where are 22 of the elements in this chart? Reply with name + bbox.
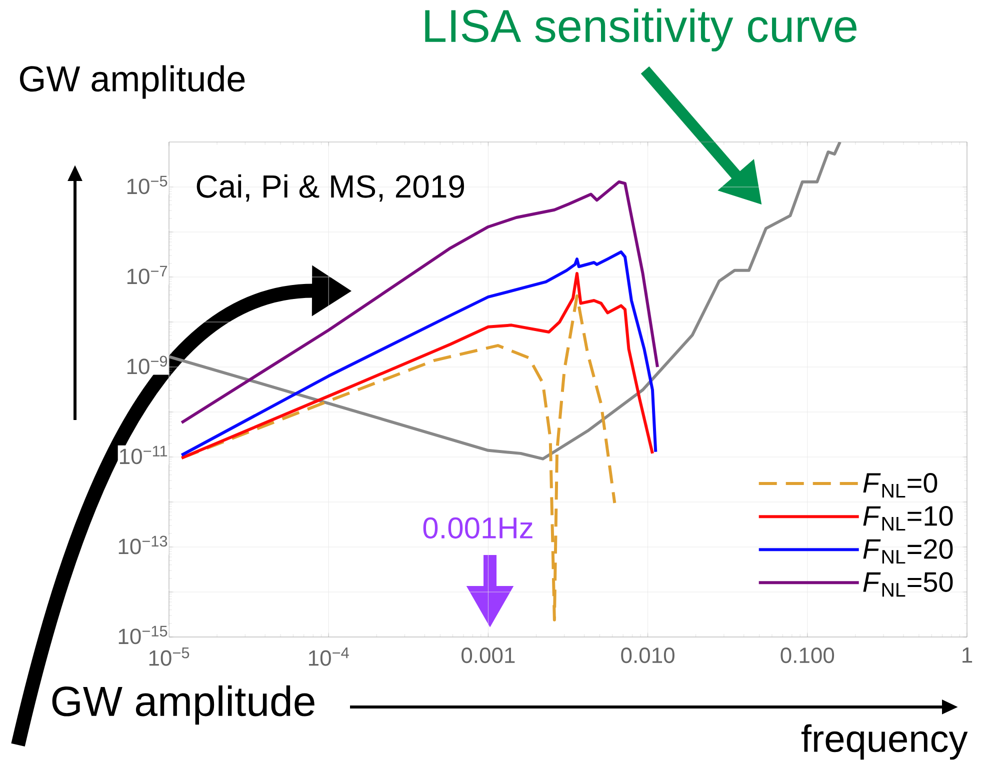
legend-label: F$_{NL}$=0 [863,473,938,498]
x-axis-title: frequency [801,724,968,760]
y-tick-label: 10$^{−13}$ [118,536,168,554]
x-tick-label: 10$^{−4}$ [309,648,349,666]
text: GW amplitude [52,685,314,725]
x-tick-label: 1 [962,648,972,663]
y-tick-label: 10$^{−5}$ [127,176,168,194]
x-tick-label: 0.010 [621,648,674,664]
legend-label: F$_{NL}$=20 [863,539,953,564]
annotation: Cai, Pi & MS, 2019 [196,174,464,202]
x-tick-label: 0.100 [780,648,834,664]
y-axis-title: GW amplitude [20,65,245,99]
y-tick-label: 10$^{−9}$ [127,356,168,374]
y-tick-label: 10$^{−15}$ [118,626,168,644]
x-tick-label: 10$^{−5}$ [149,648,190,666]
legend-label: F$_{NL}$=50 [863,572,953,597]
x-tick-label: 0.001 [462,648,515,664]
y-tick-label: 10$^{−7}$ [127,266,168,284]
legend-label: F$_{NL}$=10 [863,506,953,531]
y-tick-label: 10$^{−11}$ [120,446,168,464]
annotation: 0.001Hz [423,517,532,539]
text: LISA sensitivity curve [425,8,856,52]
